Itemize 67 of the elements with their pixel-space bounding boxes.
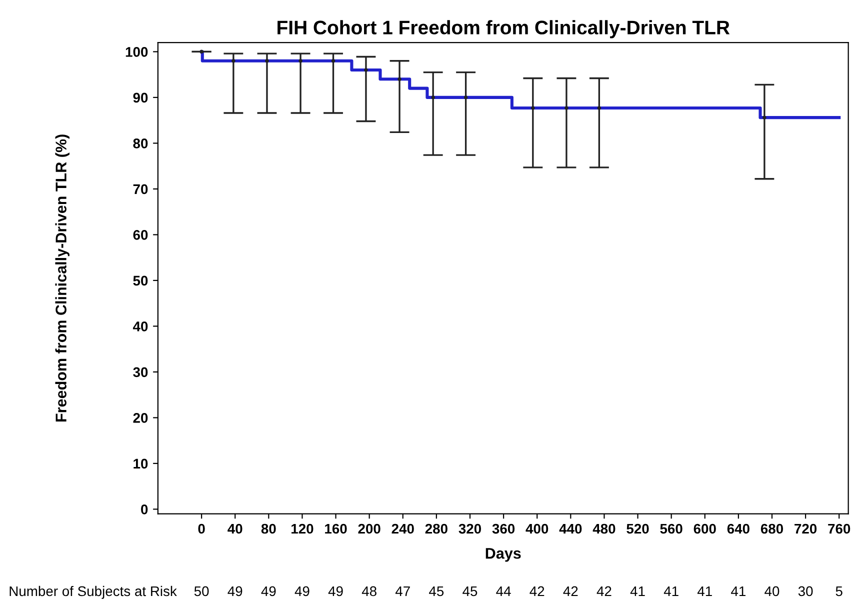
text: 41 xyxy=(630,586,645,596)
y-tick-label: 30 xyxy=(133,367,148,378)
x-tick-label: 480 xyxy=(592,524,616,534)
x-tick-label: 720 xyxy=(794,524,817,534)
point xyxy=(564,106,568,110)
text: 49 xyxy=(228,586,242,596)
chart-title: FIH Cohort 1 Freedom from Clinically-Driven TLR xyxy=(278,20,730,38)
text: 40 xyxy=(764,586,780,596)
x-tick-label: 360 xyxy=(492,524,515,534)
y-tick-label: 90 xyxy=(133,92,148,103)
point xyxy=(232,58,236,63)
x-tick-label: 160 xyxy=(325,524,347,534)
text: 48 xyxy=(362,586,376,596)
y-tick-label: 20 xyxy=(133,413,148,423)
point xyxy=(597,106,602,110)
x-tick-label: 280 xyxy=(425,524,448,534)
y-tick-label: 0 xyxy=(141,504,148,514)
point xyxy=(431,96,435,100)
point xyxy=(298,58,302,63)
x-tick-label: 40 xyxy=(228,524,242,534)
x-tick-label: 520 xyxy=(626,524,649,534)
point xyxy=(464,96,468,100)
text: 44 xyxy=(496,586,511,596)
x-tick-label: 640 xyxy=(727,524,750,534)
y-tick-label: 10 xyxy=(134,458,148,469)
text: 41 xyxy=(731,586,746,596)
text: 50 xyxy=(194,586,209,596)
text: 42 xyxy=(530,586,544,596)
text: 30 xyxy=(798,586,813,596)
x-tick-label: 120 xyxy=(292,524,314,534)
y-tick-label: 40 xyxy=(132,322,148,332)
x-tick-label: 760 xyxy=(828,524,850,534)
text: 49 xyxy=(261,586,276,596)
x-tick-label: 440 xyxy=(559,524,582,534)
y-tick-label: 100 xyxy=(126,47,148,57)
x-axis-title: Days xyxy=(486,548,521,562)
text: 41 xyxy=(664,586,678,596)
y-tick-label: 60 xyxy=(133,230,148,240)
point xyxy=(265,58,269,63)
x-tick-label: 200 xyxy=(358,524,380,534)
text: 42 xyxy=(563,586,578,596)
x-tick-label: 600 xyxy=(694,524,716,534)
x-tick-label: 0 xyxy=(198,524,205,534)
text: 42 xyxy=(596,586,612,596)
point xyxy=(364,68,368,72)
x-tick-label: 680 xyxy=(760,524,784,534)
text: 45 xyxy=(429,586,444,596)
x-tick-label: 560 xyxy=(660,524,682,534)
x-tick-label: 320 xyxy=(458,524,482,534)
point xyxy=(331,58,336,63)
x-tick-label: 400 xyxy=(526,524,548,534)
text: Number of Subjects at Risk xyxy=(10,586,177,599)
x-tick-label: 80 xyxy=(261,524,276,534)
point xyxy=(531,106,535,110)
y-axis-title: Freedom from Clinically-Driven TLR (%) xyxy=(55,134,70,422)
y-tick-label: 70 xyxy=(133,184,148,194)
point xyxy=(398,77,402,82)
y-tick-label: 50 xyxy=(133,276,148,286)
y-tick-label: 80 xyxy=(133,138,148,148)
text: 49 xyxy=(328,586,343,596)
text: 47 xyxy=(395,586,410,596)
text: 41 xyxy=(697,586,712,596)
text: 45 xyxy=(462,586,478,596)
text: 49 xyxy=(294,586,310,596)
text: 5 xyxy=(836,586,842,596)
point xyxy=(762,116,766,120)
x-tick-label: 240 xyxy=(392,524,414,534)
